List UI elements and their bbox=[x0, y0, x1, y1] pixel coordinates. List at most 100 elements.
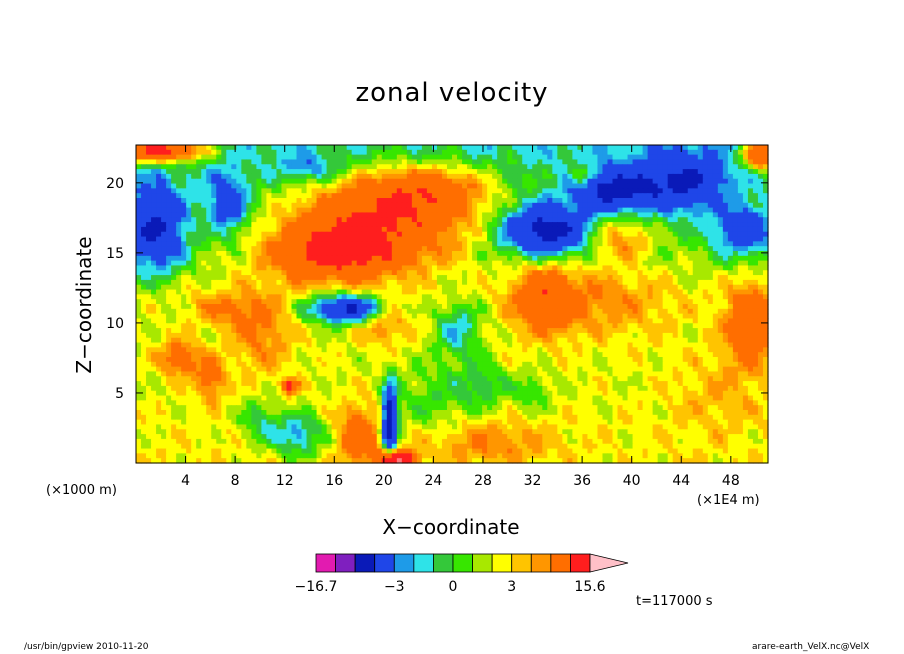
field-cell bbox=[146, 169, 152, 175]
field-cell bbox=[361, 251, 368, 257]
field-cell bbox=[757, 149, 764, 156]
field-cell bbox=[386, 178, 393, 185]
field-cell bbox=[572, 270, 578, 276]
field-cell bbox=[682, 308, 689, 315]
field-cell bbox=[321, 198, 328, 204]
field-cell bbox=[371, 279, 378, 286]
field-cell bbox=[151, 212, 157, 218]
field-cell bbox=[261, 198, 268, 204]
field-cell bbox=[196, 304, 202, 310]
field-cell bbox=[411, 202, 418, 209]
field-cell bbox=[477, 313, 483, 320]
field-cell bbox=[371, 236, 378, 242]
field-cell bbox=[391, 217, 398, 223]
field-cell bbox=[597, 251, 604, 257]
field-cell bbox=[637, 289, 644, 295]
field-cell bbox=[176, 265, 182, 271]
field-cell bbox=[431, 217, 438, 223]
field-cell bbox=[346, 299, 353, 305]
field-cell bbox=[732, 255, 739, 262]
field-cell bbox=[457, 169, 463, 175]
field-cell bbox=[171, 212, 177, 218]
field-cell bbox=[351, 308, 358, 315]
field-cell bbox=[146, 323, 152, 329]
field-cell bbox=[391, 178, 398, 185]
field-cell bbox=[181, 246, 187, 252]
field-cell bbox=[637, 246, 644, 252]
field-cell bbox=[401, 279, 408, 286]
field-cell bbox=[627, 275, 634, 281]
field-cell bbox=[396, 145, 403, 151]
field-cell bbox=[492, 154, 498, 161]
field-cell bbox=[246, 313, 252, 320]
field-cell bbox=[567, 212, 573, 218]
field-cell bbox=[737, 159, 744, 165]
field-cell bbox=[622, 207, 629, 214]
field-cell bbox=[672, 193, 679, 199]
field-cell bbox=[627, 313, 634, 320]
field-cell bbox=[577, 279, 584, 286]
field-cell bbox=[346, 236, 353, 242]
field-cell bbox=[612, 217, 619, 223]
field-cell bbox=[371, 154, 378, 161]
field-cell bbox=[446, 202, 453, 209]
field-cell bbox=[161, 246, 167, 252]
field-cell bbox=[702, 246, 709, 252]
field-cell bbox=[341, 299, 348, 305]
field-cell bbox=[366, 183, 373, 189]
field-cell bbox=[161, 145, 167, 151]
field-cell bbox=[286, 178, 293, 185]
field-cell bbox=[487, 275, 493, 281]
field-cell bbox=[587, 308, 594, 315]
field-cell bbox=[346, 217, 353, 223]
field-cell bbox=[206, 202, 212, 209]
field-cell bbox=[241, 231, 247, 238]
field-cell bbox=[286, 251, 293, 257]
field-cell bbox=[211, 169, 217, 175]
field-cell bbox=[241, 236, 247, 242]
field-cell bbox=[136, 164, 142, 170]
field-cell bbox=[281, 202, 288, 209]
field-cell bbox=[206, 241, 212, 247]
field-cell bbox=[512, 198, 518, 204]
field-cell bbox=[411, 188, 418, 194]
field-cell bbox=[677, 294, 684, 300]
field-cell bbox=[487, 260, 493, 267]
field-cell bbox=[502, 207, 508, 214]
field-cell bbox=[371, 193, 378, 199]
field-cell bbox=[567, 217, 573, 223]
field-cell bbox=[722, 236, 729, 242]
field-cell bbox=[632, 251, 639, 257]
field-cell bbox=[351, 299, 358, 305]
field-cell bbox=[722, 164, 729, 170]
field-cell bbox=[361, 255, 368, 262]
field-cell bbox=[176, 284, 182, 291]
field-cell bbox=[522, 198, 528, 204]
field-cell bbox=[567, 202, 573, 209]
field-cell bbox=[452, 255, 458, 262]
field-cell bbox=[311, 173, 318, 180]
field-cell bbox=[271, 202, 278, 209]
field-cell bbox=[281, 265, 288, 271]
field-cell bbox=[577, 246, 584, 252]
field-cell bbox=[411, 255, 418, 262]
field-cell bbox=[722, 275, 729, 281]
field-cell bbox=[136, 202, 142, 209]
field-cell bbox=[191, 279, 197, 286]
field-cell bbox=[712, 193, 719, 199]
field-cell bbox=[617, 318, 624, 324]
field-cell bbox=[677, 241, 684, 247]
field-cell bbox=[196, 289, 202, 295]
field-cell bbox=[712, 183, 719, 189]
field-cell bbox=[647, 284, 654, 291]
field-cell bbox=[462, 241, 468, 247]
field-cell bbox=[607, 246, 614, 252]
field-cell bbox=[256, 284, 262, 291]
field-cell bbox=[637, 212, 644, 218]
field-cell bbox=[717, 313, 724, 320]
field-cell bbox=[487, 294, 493, 300]
field-cell bbox=[306, 255, 313, 262]
field-cell bbox=[457, 304, 463, 310]
field-cell bbox=[141, 236, 147, 242]
field-cell bbox=[246, 308, 252, 315]
